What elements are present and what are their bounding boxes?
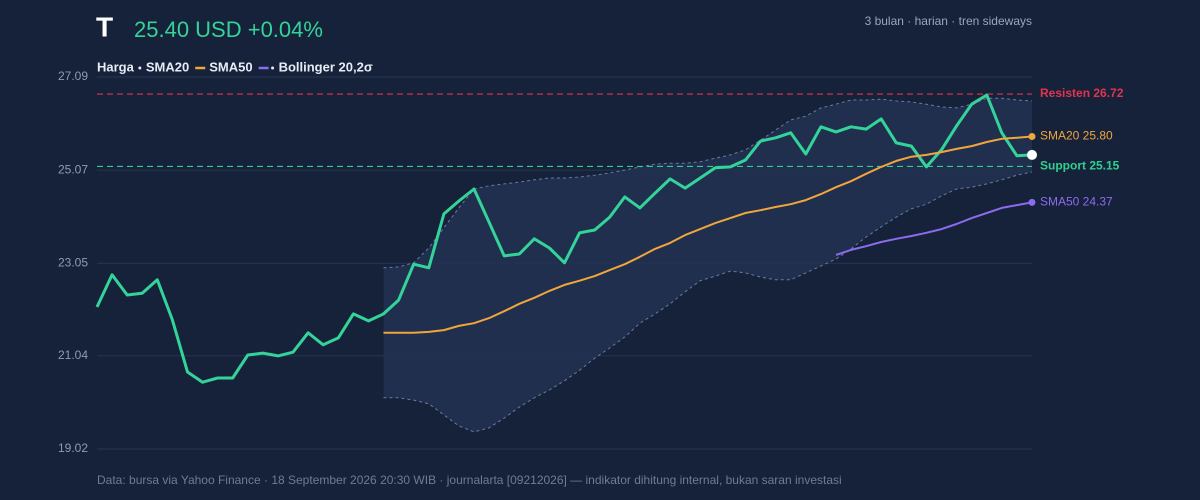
y-tick-label: 21.04	[58, 348, 88, 362]
legend-separator	[271, 66, 275, 70]
y-tick-label: 19.02	[58, 441, 88, 455]
legend: Harga SMA20 SMA50 Bollinger 20,2σ	[97, 59, 373, 74]
end-dot	[1028, 132, 1036, 140]
end-label: SMA50 24.37	[1040, 195, 1113, 209]
subtitle: 3 bulan · harian · tren sideways	[865, 14, 1032, 28]
reference-label: Support 25.15	[1040, 159, 1120, 173]
end-dot	[1028, 198, 1036, 206]
series-line	[383, 135, 1033, 334]
y-tick-label: 25.07	[58, 162, 88, 176]
y-tick-label: 23.05	[58, 255, 88, 269]
symbol: T	[96, 11, 113, 42]
band-fill	[383, 98, 1033, 432]
band-lower	[383, 171, 1033, 433]
end-label: SMA20 25.80	[1040, 129, 1113, 143]
series-line	[835, 201, 1033, 256]
y-tick-label: 27.09	[58, 69, 88, 83]
price-label: 25.40 USD +0.04%	[134, 17, 323, 42]
legend-label: SMA50	[209, 59, 252, 74]
series-line	[95, 93, 1033, 384]
legend-separator	[138, 66, 142, 70]
reference-label: Resisten 26.72	[1040, 86, 1124, 100]
legend-label: SMA20	[146, 59, 189, 74]
end-dot	[1027, 149, 1037, 160]
footer: Data: bursa via Yahoo Finance · 18 Septe…	[97, 473, 842, 487]
legend-label: Harga	[97, 59, 135, 74]
legend-label: Bollinger 20,2σ	[279, 59, 373, 74]
band-upper	[383, 97, 1033, 269]
